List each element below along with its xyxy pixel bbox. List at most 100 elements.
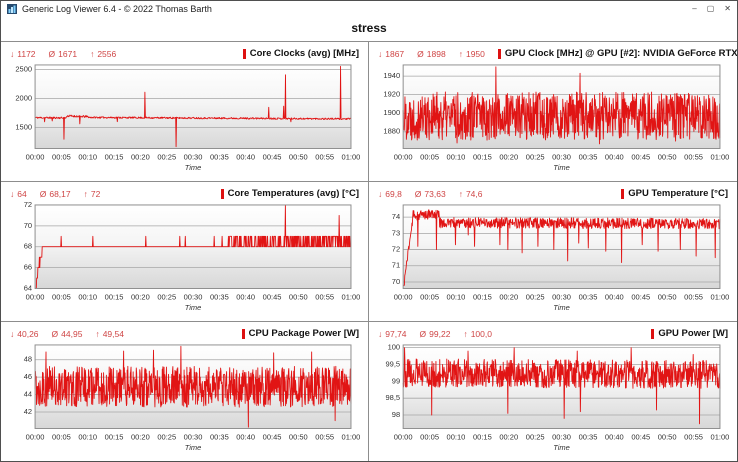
svg-text:00:45: 00:45 — [263, 292, 282, 301]
svg-text:1900: 1900 — [383, 108, 400, 117]
chart-gpu-clock[interactable]: 1880 1900 1920 1940 00:00 00:05 00:10 00:15 00:2… — [376, 62, 730, 178]
min-arrow-icon: ↓ — [10, 48, 15, 59]
svg-text:00:25: 00:25 — [526, 152, 545, 161]
svg-text:70: 70 — [392, 277, 400, 286]
chart-title: CPU Package Power [W] — [248, 328, 359, 339]
svg-text:00:00: 00:00 — [26, 432, 45, 441]
chart-gpu-temp[interactable]: 70 71 72 73 74 00:00 00:05 00:10 00:15 00:20 00:25… — [376, 202, 730, 318]
svg-text:00:20: 00:20 — [499, 152, 518, 161]
chart-gpu-power[interactable]: 98 98,5 99 99,5 100 00:00 00:05 00:10 00:15 00:20… — [376, 342, 730, 458]
stat-avg-value: 73,63 — [424, 188, 446, 199]
svg-text:00:30: 00:30 — [184, 152, 203, 161]
svg-text:00:00: 00:00 — [394, 292, 413, 301]
svg-text:00:35: 00:35 — [579, 152, 598, 161]
chart-title: GPU Power [W] — [658, 328, 728, 339]
svg-text:00:50: 00:50 — [289, 292, 308, 301]
stat-max: ↑ 100,0 — [463, 329, 492, 339]
svg-text:00:30: 00:30 — [552, 432, 571, 441]
max-arrow-icon: ↑ — [90, 48, 95, 59]
stat-avg-value: 1671 — [58, 48, 78, 59]
svg-text:01:00: 01:00 — [711, 152, 730, 161]
avg-symbol-icon: Ø — [39, 188, 47, 199]
chart-panel-gpu-clock: ↓ 1867 Ø 1898 ↑ 1950 GPU Clock [MHz] @ GPU … — [369, 42, 737, 182]
svg-text:00:10: 00:10 — [78, 292, 97, 301]
svg-text:00:20: 00:20 — [131, 152, 150, 161]
stat-avg-value: 44,95 — [61, 328, 83, 339]
chart-core-clocks[interactable]: 1500 2000 2500 00:00 00:05 00:10 00:15 00:20 00:… — [8, 62, 361, 178]
chart-header: ↓ 69,8 Ø 73,63 ↑ 74,6 GPU Temperature [°C] — [378, 187, 728, 200]
svg-text:00:15: 00:15 — [105, 292, 124, 301]
svg-text:00:45: 00:45 — [631, 432, 650, 441]
svg-text:64: 64 — [24, 284, 32, 293]
chart-header: ↓ 97,74 Ø 99,22 ↑ 100,0 GPU Power [W] — [378, 327, 728, 340]
avg-symbol-icon: Ø — [51, 328, 59, 339]
svg-text:00:55: 00:55 — [315, 152, 334, 161]
stat-min-value: 1172 — [17, 48, 36, 59]
svg-text:00:35: 00:35 — [210, 432, 229, 441]
svg-text:72: 72 — [24, 202, 32, 209]
svg-text:00:20: 00:20 — [499, 292, 518, 301]
stat-min: ↓ 69,8 — [378, 189, 402, 199]
svg-text:00:55: 00:55 — [315, 292, 334, 301]
stat-avg: Ø 73,63 — [415, 189, 446, 199]
stat-avg: Ø 99,22 — [420, 329, 451, 339]
stat-avg-value: 1898 — [426, 48, 446, 59]
avg-symbol-icon: Ø — [417, 48, 424, 59]
svg-text:00:50: 00:50 — [289, 432, 308, 441]
svg-text:00:05: 00:05 — [52, 292, 71, 301]
max-arrow-icon: ↑ — [458, 188, 463, 199]
svg-text:00:20: 00:20 — [131, 432, 150, 441]
svg-text:00:40: 00:40 — [236, 292, 255, 301]
svg-text:70: 70 — [24, 221, 32, 230]
svg-text:1920: 1920 — [383, 90, 400, 99]
avg-symbol-icon: Ø — [414, 188, 422, 199]
svg-text:00:20: 00:20 — [499, 432, 518, 441]
stat-min-value: 1867 — [385, 48, 405, 59]
svg-text:00:30: 00:30 — [552, 152, 571, 161]
svg-text:01:00: 01:00 — [711, 432, 730, 441]
max-arrow-icon: ↑ — [83, 188, 88, 199]
svg-text:00:35: 00:35 — [579, 292, 598, 301]
svg-text:Time: Time — [553, 163, 570, 172]
chart-title: GPU Clock [MHz] @ GPU [#2]: NVIDIA GeFor… — [504, 48, 737, 59]
chart-core-temps[interactable]: 64 66 68 70 72 00:00 00:05 00:10 00:15 00:20 00:25… — [8, 202, 361, 318]
svg-text:00:30: 00:30 — [552, 292, 571, 301]
svg-text:00:05: 00:05 — [420, 152, 439, 161]
chart-header: ↓ 64 Ø 68,17 ↑ 72 Core Temperatures (avg) [… — [10, 187, 359, 200]
maximize-button[interactable]: ▢ — [706, 3, 715, 13]
max-arrow-icon: ↑ — [95, 328, 100, 339]
svg-text:42: 42 — [24, 407, 32, 416]
stat-avg: Ø 1898 — [417, 49, 446, 59]
stat-min-value: 64 — [17, 188, 27, 199]
svg-text:66: 66 — [24, 263, 32, 272]
svg-text:44: 44 — [24, 390, 32, 399]
min-arrow-icon: ↓ — [378, 188, 383, 199]
svg-text:00:00: 00:00 — [394, 152, 413, 161]
stat-max-value: 2556 — [97, 48, 117, 59]
svg-text:00:15: 00:15 — [473, 152, 492, 161]
svg-text:00:00: 00:00 — [26, 152, 45, 161]
page-title: stress — [351, 21, 387, 35]
close-button[interactable]: ✕ — [724, 3, 731, 13]
svg-text:100: 100 — [388, 343, 401, 352]
avg-symbol-icon: Ø — [419, 328, 427, 339]
svg-text:00:50: 00:50 — [658, 152, 677, 161]
svg-text:72: 72 — [392, 245, 400, 254]
stat-avg-value: 99,22 — [429, 328, 451, 339]
svg-text:00:00: 00:00 — [26, 292, 45, 301]
stat-max-value: 100,0 — [470, 328, 492, 339]
minimize-button[interactable]: – — [692, 3, 697, 13]
svg-text:00:35: 00:35 — [579, 432, 598, 441]
svg-text:00:50: 00:50 — [658, 432, 677, 441]
chart-panel-core-temps: ↓ 64 Ø 68,17 ↑ 72 Core Temperatures (avg) [… — [1, 182, 369, 322]
chart-cpu-package-power[interactable]: 42 44 46 48 00:00 00:05 00:10 00:15 00:20 00:25 00… — [8, 342, 361, 458]
chart-panel-core-clocks: ↓ 1172 Ø 1671 ↑ 2556 Core Clocks (avg) [MHz… — [1, 42, 369, 182]
svg-text:Time: Time — [185, 163, 202, 172]
titlebar: Generic Log Viewer 6.4 - © 2022 Thomas B… — [1, 1, 737, 16]
svg-text:00:50: 00:50 — [658, 292, 677, 301]
svg-text:00:25: 00:25 — [157, 432, 176, 441]
max-arrow-icon: ↑ — [458, 48, 463, 59]
svg-text:00:15: 00:15 — [473, 292, 492, 301]
chart-panel-gpu-power: ↓ 97,74 Ø 99,22 ↑ 100,0 GPU Power [W] 98 98,… — [369, 322, 737, 461]
